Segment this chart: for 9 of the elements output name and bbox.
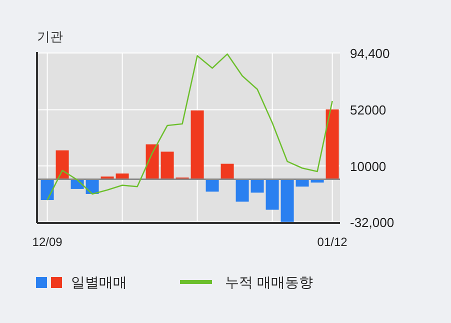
y-tick-label: -32,000 [350,215,394,230]
y-tick-label: 52000 [350,102,386,118]
y-tick-label: 10000 [350,158,386,174]
x-tick-label: 01/12 [317,235,348,249]
legend-label: 누적 매매동향 [225,274,313,290]
y-tick-label: 94,400 [350,46,390,61]
x-tick-label: 12/09 [32,235,63,249]
chart-title: 기관 [37,29,63,44]
legend-label: 일별매매 [71,274,127,290]
